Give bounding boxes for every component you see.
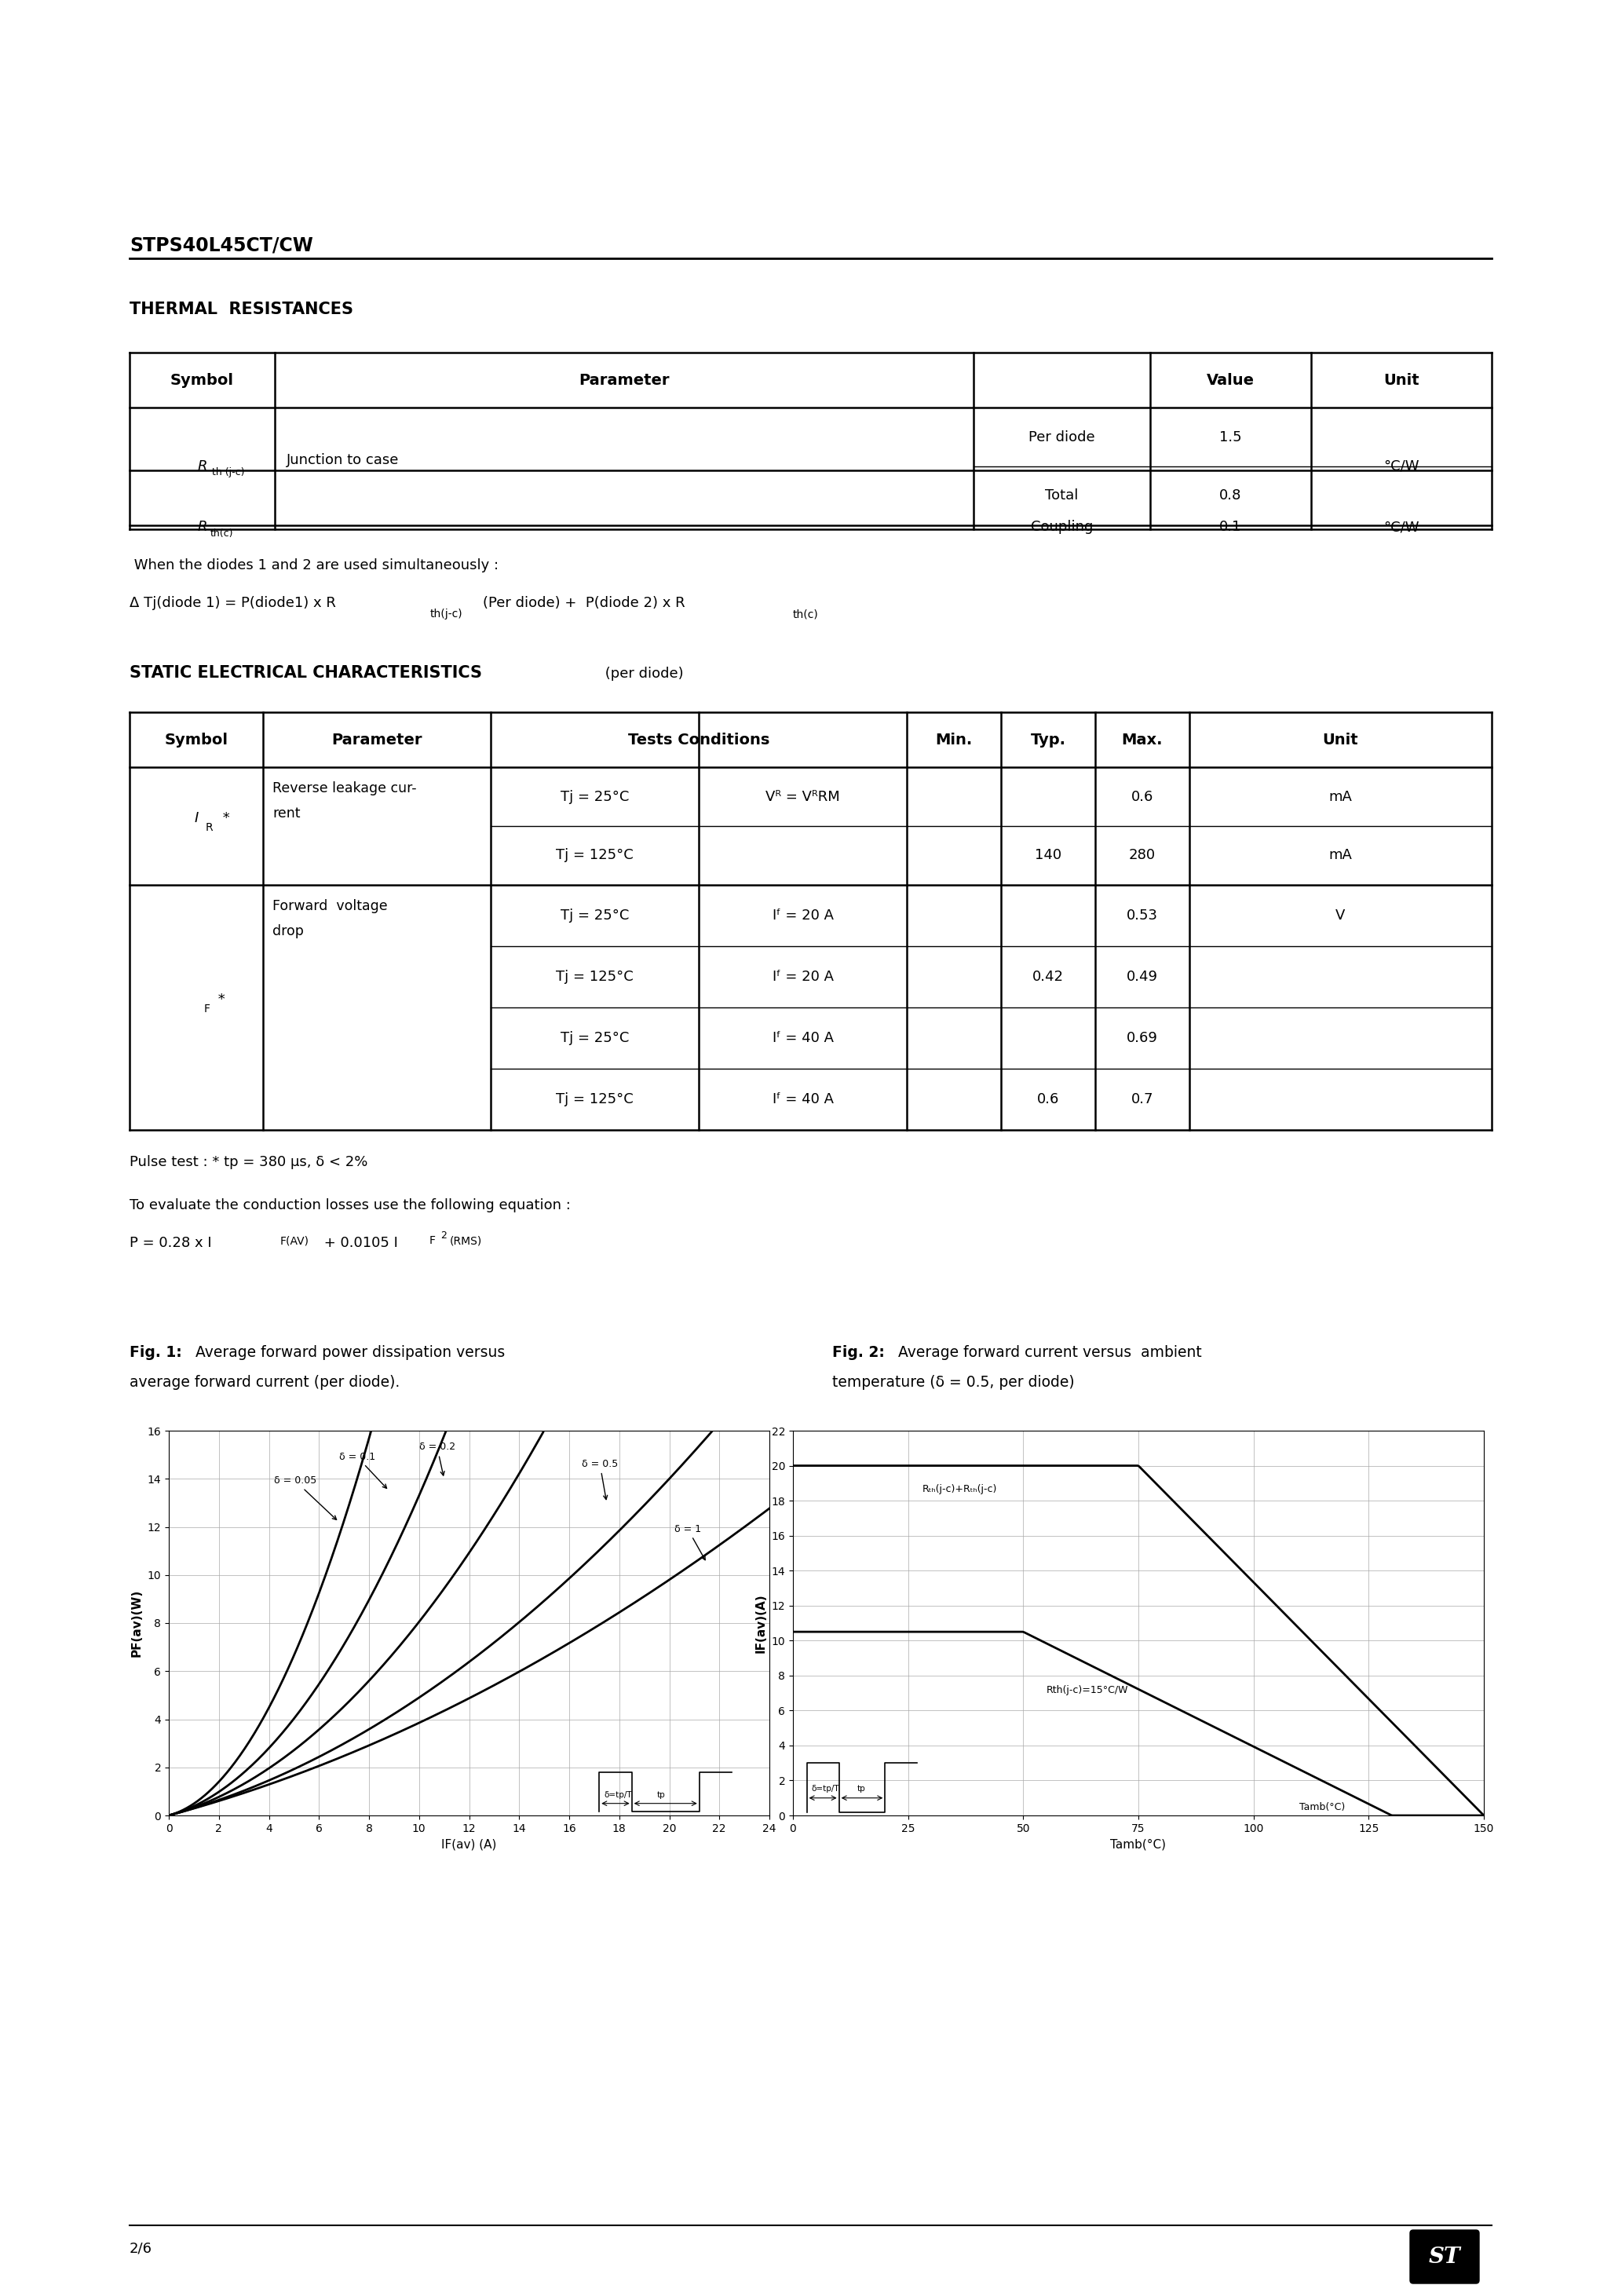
Text: Unit: Unit <box>1322 732 1359 746</box>
Text: 0.6: 0.6 <box>1131 790 1153 804</box>
Y-axis label: IF(av)(A): IF(av)(A) <box>756 1593 767 1653</box>
Text: Unit: Unit <box>1384 372 1419 388</box>
Text: δ=tp/T: δ=tp/T <box>605 1791 633 1800</box>
Text: average forward current (per diode).: average forward current (per diode). <box>130 1375 399 1389</box>
Text: 0.49: 0.49 <box>1127 969 1158 985</box>
Text: 140: 140 <box>1035 850 1061 863</box>
Text: Δ Tj(diode 1) = P(diode1) x R: Δ Tj(diode 1) = P(diode1) x R <box>130 597 336 611</box>
Text: °C/W: °C/W <box>1384 521 1419 535</box>
Text: 0.7: 0.7 <box>1131 1093 1153 1107</box>
Text: F(AV): F(AV) <box>281 1235 310 1247</box>
Text: 2/6: 2/6 <box>130 2241 152 2255</box>
Text: δ = 0.2: δ = 0.2 <box>418 1442 456 1476</box>
X-axis label: IF(av) (A): IF(av) (A) <box>441 1839 496 1851</box>
Text: Tj = 25°C: Tj = 25°C <box>561 790 629 804</box>
Text: Value: Value <box>1207 372 1254 388</box>
Text: Average forward current versus  ambient: Average forward current versus ambient <box>894 1345 1202 1359</box>
Text: Vᴿ = VᴿRM: Vᴿ = VᴿRM <box>766 790 840 804</box>
Text: STPS40L45CT/CW: STPS40L45CT/CW <box>130 236 313 255</box>
Text: Iᶠ = 40 A: Iᶠ = 40 A <box>772 1031 834 1045</box>
Text: (Per diode) +  P(diode 2) x R: (Per diode) + P(diode 2) x R <box>483 597 684 611</box>
Text: Fig. 1:: Fig. 1: <box>130 1345 182 1359</box>
Y-axis label: PF(av)(W): PF(av)(W) <box>131 1589 143 1658</box>
Text: Tj = 125°C: Tj = 125°C <box>556 969 634 985</box>
Text: mA: mA <box>1328 850 1353 863</box>
Text: δ = 0.1: δ = 0.1 <box>339 1451 386 1488</box>
Text: Iᶠ = 40 A: Iᶠ = 40 A <box>772 1093 834 1107</box>
Text: Symbol: Symbol <box>164 732 229 746</box>
Text: Rₜₕ(j-c)+Rₜₕ(j-c): Rₜₕ(j-c)+Rₜₕ(j-c) <box>921 1483 998 1495</box>
Text: Tj = 25°C: Tj = 25°C <box>561 1031 629 1045</box>
Text: 280: 280 <box>1129 850 1156 863</box>
Text: Tj = 125°C: Tj = 125°C <box>556 1093 634 1107</box>
Text: THERMAL  RESISTANCES: THERMAL RESISTANCES <box>130 301 354 317</box>
Text: ST: ST <box>1429 2245 1460 2268</box>
Text: Tj = 125°C: Tj = 125°C <box>556 850 634 863</box>
Text: Parameter: Parameter <box>579 372 670 388</box>
Text: To evaluate the conduction losses use the following equation :: To evaluate the conduction losses use th… <box>130 1199 571 1212</box>
Text: R: R <box>198 459 208 473</box>
Text: Typ.: Typ. <box>1030 732 1066 746</box>
Text: mA: mA <box>1328 790 1353 804</box>
Text: Junction to case: Junction to case <box>287 452 399 466</box>
Text: Symbol: Symbol <box>170 372 234 388</box>
Text: 1.5: 1.5 <box>1220 429 1242 443</box>
Text: Total: Total <box>1045 489 1079 503</box>
Text: 0.6: 0.6 <box>1036 1093 1059 1107</box>
Text: *: * <box>219 810 230 824</box>
X-axis label: Tamb(°C): Tamb(°C) <box>1111 1839 1166 1851</box>
Text: When the diodes 1 and 2 are used simultaneously :: When the diodes 1 and 2 are used simulta… <box>130 558 498 572</box>
Text: Fig. 2:: Fig. 2: <box>832 1345 884 1359</box>
Text: Parameter: Parameter <box>331 732 422 746</box>
Text: Max.: Max. <box>1122 732 1163 746</box>
Text: STATIC ELECTRICAL CHARACTERISTICS: STATIC ELECTRICAL CHARACTERISTICS <box>130 666 482 682</box>
Text: Reverse leakage cur-: Reverse leakage cur- <box>272 781 417 794</box>
Text: Per diode: Per diode <box>1028 429 1095 443</box>
Text: tp: tp <box>858 1784 866 1793</box>
Text: 0.69: 0.69 <box>1127 1031 1158 1045</box>
Text: Tamb(°C): Tamb(°C) <box>1299 1802 1345 1812</box>
Text: Iᶠ = 20 A: Iᶠ = 20 A <box>772 909 834 923</box>
Text: I: I <box>195 810 198 824</box>
Text: th(j-c): th(j-c) <box>430 608 462 620</box>
Text: th(c): th(c) <box>793 608 819 620</box>
Text: Rth(j-c)=15°C/W: Rth(j-c)=15°C/W <box>1046 1685 1129 1694</box>
Text: th (j-c): th (j-c) <box>212 468 245 478</box>
Text: R: R <box>198 521 208 535</box>
Text: P = 0.28 x I: P = 0.28 x I <box>130 1235 212 1249</box>
Text: + 0.0105 I: + 0.0105 I <box>320 1235 397 1249</box>
Text: Min.: Min. <box>936 732 973 746</box>
Text: R: R <box>206 822 212 833</box>
Text: 0.53: 0.53 <box>1127 909 1158 923</box>
Text: drop: drop <box>272 925 303 939</box>
Text: *: * <box>214 992 225 1006</box>
Text: Pulse test : * tp = 380 μs, δ < 2%: Pulse test : * tp = 380 μs, δ < 2% <box>130 1155 368 1169</box>
Text: Tj = 25°C: Tj = 25°C <box>561 909 629 923</box>
Text: F: F <box>430 1235 436 1247</box>
Text: 0.8: 0.8 <box>1220 489 1242 503</box>
Text: (per diode): (per diode) <box>600 666 683 682</box>
Text: δ = 0.5: δ = 0.5 <box>582 1458 618 1499</box>
Text: (RMS): (RMS) <box>449 1235 482 1247</box>
Text: th(c): th(c) <box>209 528 234 540</box>
Text: Average forward power dissipation versus: Average forward power dissipation versus <box>191 1345 504 1359</box>
Text: temperature (δ = 0.5, per diode): temperature (δ = 0.5, per diode) <box>832 1375 1074 1389</box>
Text: 0.42: 0.42 <box>1032 969 1064 985</box>
Text: δ = 1: δ = 1 <box>675 1525 706 1559</box>
Text: rent: rent <box>272 806 300 820</box>
Text: Coupling: Coupling <box>1030 521 1093 535</box>
Text: V: V <box>1335 909 1345 923</box>
Text: Forward  voltage: Forward voltage <box>272 900 388 914</box>
Text: 2: 2 <box>441 1231 446 1240</box>
Text: 0.1: 0.1 <box>1220 521 1242 535</box>
Text: δ = 0.05: δ = 0.05 <box>274 1476 336 1520</box>
FancyBboxPatch shape <box>1410 2229 1479 2285</box>
Text: tp: tp <box>657 1791 665 1800</box>
Text: Tests Conditions: Tests Conditions <box>628 732 769 746</box>
Text: F: F <box>204 1003 211 1015</box>
Text: °C/W: °C/W <box>1384 459 1419 473</box>
Text: δ=tp/T: δ=tp/T <box>811 1784 839 1793</box>
Text: Iᶠ = 20 A: Iᶠ = 20 A <box>772 969 834 985</box>
